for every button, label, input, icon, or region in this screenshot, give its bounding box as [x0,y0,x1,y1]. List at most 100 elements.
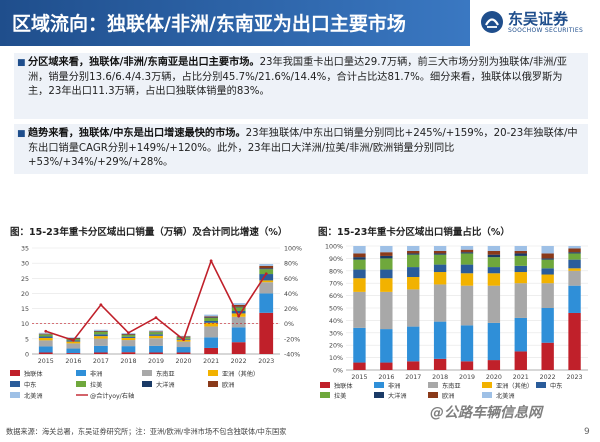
yoy-point-2015 [44,329,48,333]
bar-亚洲-其他--2017 [94,336,108,339]
yoy-point-2020 [182,338,185,342]
bar-北美洲-2018 [433,246,447,251]
bar-中东-2021 [204,320,218,323]
chart-2-stacked-bar-share: 0% 10% 20% 30% 40% 50% 60% 70% 80% 90% 100% 2015 201… [320,244,588,400]
bar-欧洲-2017 [94,330,108,332]
bar-拉美-2019 [149,332,163,335]
bar-中东-2018 [121,336,136,338]
bar-欧洲-2019 [149,331,163,332]
bar-独联体-2022 [231,342,246,354]
y-tick-label: 50% [329,306,343,313]
bar-欧洲-2016 [66,337,81,339]
legend-swatch-拉美 [76,381,86,387]
y-tick-label: 25 [21,276,29,283]
bar-独联体-2015 [353,362,366,370]
bar-东南亚-2017 [407,289,420,327]
bar-中东-2023 [568,259,581,269]
bar-北美洲-2019 [149,330,163,332]
bar-东南亚-2021 [514,283,527,318]
bar-独联体-2016 [66,353,81,354]
bar-非洲-2020 [176,347,191,353]
y2-tick-label: -40% [284,352,300,359]
bar-东南亚-2022 [231,316,246,328]
y-tick-label: 40% [329,318,343,325]
yoy-point-2017 [99,303,103,307]
bar-非洲-2022 [541,308,554,343]
bar-欧洲-2016 [380,252,393,256]
bar-独联体-2017 [94,352,108,354]
x-tick-label: 2018 [120,358,136,365]
bar-拉美-2017 [407,254,420,268]
legend-swatch-独联体 [320,382,330,388]
bar-大洋洲-2023 [259,268,274,270]
bar-大洋洲-2021 [204,317,218,318]
legend-swatch-中东 [536,382,546,388]
bar-亚洲-其他--2021 [514,272,527,284]
bar-北美洲-2020 [487,246,501,251]
bullet-square-icon: ■ [17,129,26,139]
legend-label-北美洲: 北美洲 [24,392,43,400]
x-tick-label: 2020 [176,358,192,365]
bar-亚洲-其他--2023 [259,280,274,283]
bar-东南亚-2020 [176,341,191,348]
bar-欧洲-2023 [259,265,274,269]
bar-北美洲-2017 [94,329,108,331]
y-tick-label: 60% [329,293,343,300]
bar-东南亚-2017 [94,338,108,346]
x-tick-label: 2021 [513,374,529,381]
bar-亚洲-其他--2015 [38,337,53,341]
bar-北美洲-2019 [460,246,474,250]
bar-亚洲-其他--2019 [149,335,163,339]
yoy-point-2023 [264,272,268,276]
bar-亚洲-其他--2023 [568,268,581,271]
bar-独联体-2020 [487,360,501,370]
bar-非洲-2023 [568,285,581,313]
bullet-paragraph-2: ■ 趋势来看，独联体/中东是出口增速最快的市场。23年独联体/中东出口销量分别同… [14,124,588,174]
y-tick-label: 35 [21,246,29,253]
chart-2-title: 图：15-23年重卡分区域出口销量占比（%） [318,227,510,238]
legend-label-拉美: 拉美 [90,381,102,389]
x-tick-label: 2022 [231,358,247,365]
x-tick-label: 2023 [567,374,583,381]
bar-拉美-2018 [433,254,447,265]
x-tick-label: 2019 [148,358,164,365]
bar-独联体-2018 [433,358,447,370]
bar-中东-2023 [259,274,274,281]
legend-swatch-大洋洲 [142,381,152,387]
legend-swatch-非洲 [374,382,384,388]
bar-北美洲-2022 [231,303,246,305]
bar-北美洲-2016 [380,246,393,253]
bar-北美洲-2016 [66,337,81,338]
x-tick-label: 2017 [405,374,421,381]
bar-东南亚-2018 [121,340,136,347]
bar-欧洲-2019 [460,249,474,253]
legend-label-欧洲: 欧洲 [442,392,454,400]
y2-tick-label: 100% [284,246,302,253]
bar-中东-2019 [460,264,474,274]
bar-拉美-2020 [487,257,501,268]
x-tick-label: 2023 [258,358,274,365]
bar-东南亚-2021 [204,326,218,338]
bar-东南亚-2022 [541,283,554,308]
bar-拉美-2021 [514,255,527,266]
legend-label-欧洲: 欧洲 [222,381,234,389]
bar-欧洲-2015 [38,333,53,335]
bar-拉美-2022 [541,259,554,269]
bar-北美洲-2015 [353,246,366,254]
x-tick-label: 2018 [432,374,448,381]
y-tick-label: 10 [21,321,29,328]
legend-swatch-大洋洲 [374,392,384,398]
yoy-point-2019 [154,316,158,320]
legend-label-独联体: 独联体 [334,382,353,390]
legend-label-拉美: 拉美 [334,392,346,400]
bar-非洲-2021 [514,317,527,352]
bar-亚洲-其他--2017 [407,277,420,290]
y-tick-label: 30% [329,330,343,337]
bar-北美洲-2023 [568,246,581,249]
bar-非洲-2016 [380,329,393,363]
bar-独联体-2017 [407,361,420,370]
bar-拉美-2015 [38,334,53,337]
logo-name-en: SOOCHOW SECURITIES [508,27,584,34]
legend-swatch-拉美 [320,392,330,398]
bar-拉美-2023 [568,253,581,260]
